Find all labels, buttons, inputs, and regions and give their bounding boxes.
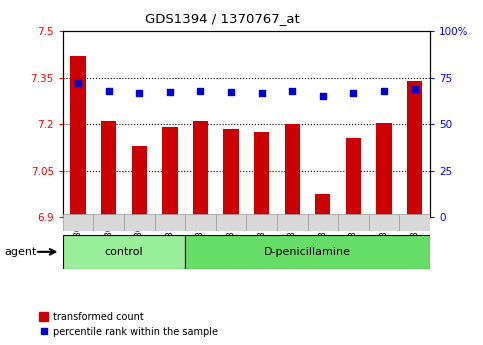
Bar <box>308 214 338 231</box>
Point <box>227 89 235 94</box>
Bar <box>193 121 208 217</box>
Bar <box>63 235 185 269</box>
Bar <box>246 214 277 231</box>
Point <box>135 90 143 95</box>
Bar <box>376 123 392 217</box>
Text: control: control <box>105 247 143 257</box>
Bar <box>185 235 430 269</box>
Bar <box>162 127 177 217</box>
Point <box>411 86 418 91</box>
Bar <box>101 121 116 217</box>
Point <box>319 93 327 99</box>
Bar <box>254 132 270 217</box>
Bar <box>93 214 124 231</box>
Point <box>197 88 204 93</box>
Bar <box>346 138 361 217</box>
Bar <box>284 124 300 217</box>
Bar <box>277 214 308 231</box>
Text: D-penicillamine: D-penicillamine <box>264 247 351 257</box>
Point <box>258 91 266 96</box>
Bar <box>131 146 147 217</box>
Bar <box>315 194 330 217</box>
Bar <box>369 214 399 231</box>
Bar <box>338 214 369 231</box>
Bar <box>407 81 422 217</box>
Point <box>288 88 296 93</box>
Point <box>105 88 113 93</box>
Point <box>74 80 82 86</box>
Point <box>380 88 388 93</box>
Point <box>166 89 174 94</box>
Bar <box>71 56 86 217</box>
Bar <box>216 214 246 231</box>
Legend: transformed count, percentile rank within the sample: transformed count, percentile rank withi… <box>39 312 218 337</box>
Bar <box>185 214 216 231</box>
Bar <box>223 129 239 217</box>
Text: agent: agent <box>5 247 37 257</box>
Bar <box>155 214 185 231</box>
Bar <box>124 214 155 231</box>
Text: GDS1394 / 1370767_at: GDS1394 / 1370767_at <box>145 12 299 25</box>
Bar <box>399 214 430 231</box>
Bar <box>63 214 93 231</box>
Point <box>350 90 357 95</box>
